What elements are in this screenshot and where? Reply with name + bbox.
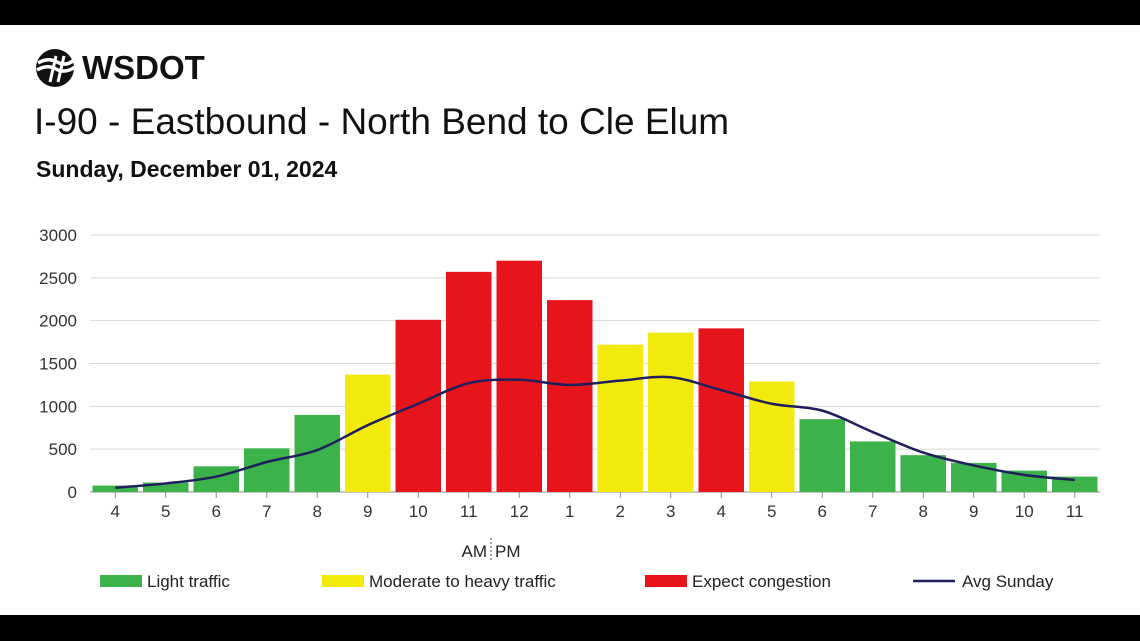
- x-tick-label: 3: [666, 502, 675, 521]
- x-tick-label: 8: [919, 502, 928, 521]
- legend-label: Expect congestion: [692, 572, 831, 591]
- legend-label: Light traffic: [147, 572, 230, 591]
- bar-moderate: [749, 381, 795, 492]
- x-tick-label: 5: [767, 502, 776, 521]
- y-tick-label: 2500: [39, 269, 77, 288]
- x-tick-label: 4: [111, 502, 120, 521]
- y-tick-label: 1500: [39, 355, 77, 374]
- x-tick-label: 4: [717, 502, 726, 521]
- bar-congestion: [547, 300, 593, 492]
- bar-light: [799, 419, 845, 492]
- bar-light: [1052, 476, 1098, 492]
- x-tick-label: 6: [212, 502, 221, 521]
- bar-congestion: [446, 271, 492, 492]
- x-tick-label: 12: [510, 502, 529, 521]
- bars: [92, 260, 1098, 492]
- wsdot-logo: WSDOT: [34, 48, 205, 88]
- x-tick-label: 5: [161, 502, 170, 521]
- am-pm-marker: AM PM: [462, 538, 521, 562]
- bar-light: [850, 441, 896, 492]
- page-subtitle: Sunday, December 01, 2024: [36, 156, 338, 182]
- x-tick-label: 9: [969, 502, 978, 521]
- y-tick-label: 3000: [39, 226, 77, 245]
- x-tick-label: 11: [460, 502, 478, 521]
- x-tick-label: 9: [363, 502, 372, 521]
- x-tick-label: 6: [818, 502, 827, 521]
- y-tick-label: 1000: [39, 397, 77, 416]
- y-tick-label: 0: [68, 483, 77, 502]
- wsdot-ferry-wave-icon: [36, 49, 77, 87]
- bar-moderate: [648, 332, 694, 492]
- bar-congestion: [698, 328, 744, 492]
- x-axis-ticks: 4 5 6 7 8 9 10 11 12 1 2 3 4 5 6 7 8 9 10 11: [111, 492, 1084, 521]
- x-tick-label: 7: [868, 502, 877, 521]
- bar-moderate: [597, 344, 643, 492]
- bar-congestion: [496, 260, 542, 492]
- avg-sunday-line: [115, 375, 1075, 489]
- am-label: AM: [462, 542, 488, 561]
- x-tick-label: 1: [565, 502, 574, 521]
- bar-light: [900, 455, 946, 492]
- x-tick-label: 11: [1066, 502, 1084, 521]
- avg-line-layer: [115, 375, 1075, 489]
- y-tick-label: 500: [49, 440, 77, 459]
- page-title: I-90 - Eastbound - North Bend to Cle Elu…: [34, 101, 730, 142]
- grid-lines: [90, 234, 1100, 493]
- x-tick-label: 10: [409, 502, 428, 521]
- legend-swatch-congestion: [645, 575, 687, 587]
- bar-light: [92, 485, 138, 492]
- bar-light: [244, 448, 290, 492]
- legend-swatch-light: [100, 575, 142, 587]
- x-tick-label: 2: [616, 502, 625, 521]
- legend-label: Avg Sunday: [962, 572, 1054, 591]
- legend-label: Moderate to heavy traffic: [369, 572, 556, 591]
- bar-light: [143, 482, 189, 492]
- legend: Light traffic Moderate to heavy traffic Ex…: [100, 572, 1054, 591]
- bar-congestion: [395, 319, 441, 492]
- x-tick-label: 7: [262, 502, 271, 521]
- x-tick-label: 10: [1015, 502, 1034, 521]
- legend-swatch-moderate: [322, 575, 364, 587]
- y-axis-ticks: 0 500 1000 1500 2000 2500 3000: [39, 226, 77, 502]
- x-tick-label: 8: [313, 502, 322, 521]
- logo-text: WSDOT: [82, 49, 205, 86]
- y-tick-label: 2000: [39, 312, 77, 331]
- bar-light: [951, 462, 997, 492]
- pm-label: PM: [495, 542, 521, 561]
